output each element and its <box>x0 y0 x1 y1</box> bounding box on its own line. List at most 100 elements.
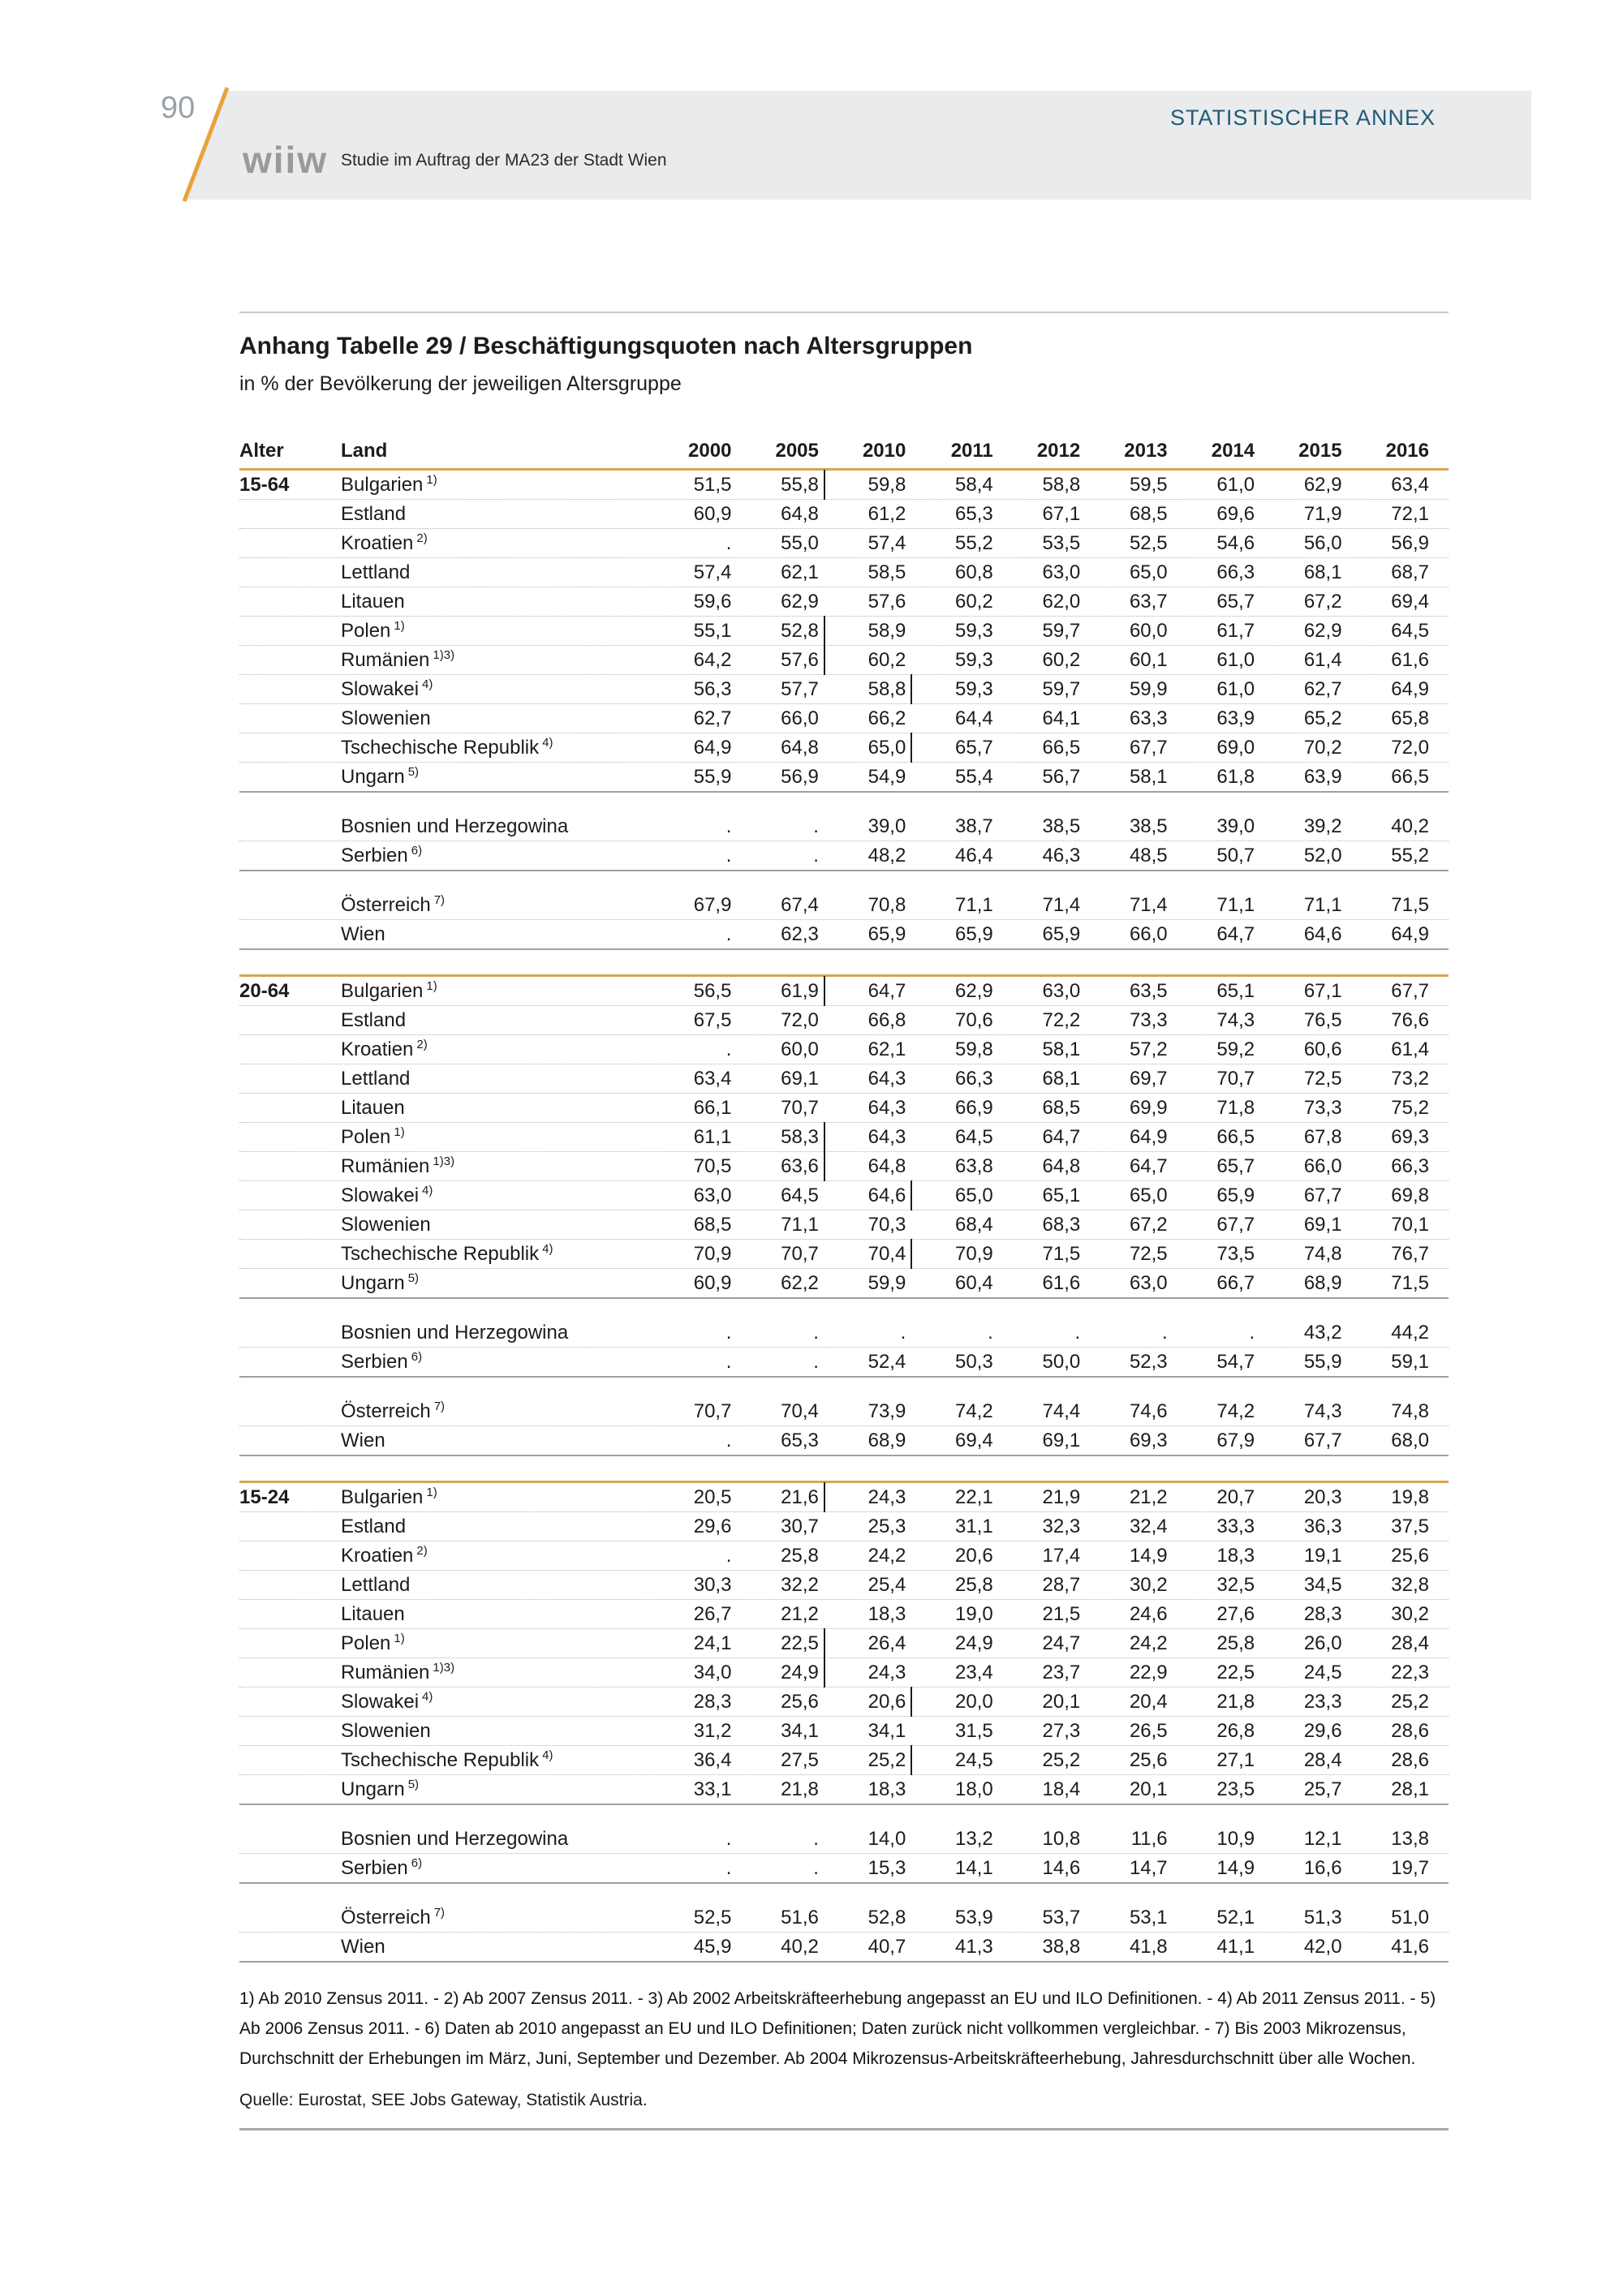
value-cell: 71,4 <box>1042 893 1081 916</box>
value-cell: 69,1 <box>1042 1429 1081 1451</box>
country-name-text: Bosnien und Herzegowina <box>341 1321 569 1344</box>
value-cell: 73,3 <box>1129 1008 1168 1031</box>
value-cell: 62,0 <box>1042 590 1081 613</box>
value-cell: 64,1 <box>1042 707 1081 729</box>
footnote-marker: 5) <box>407 1271 420 1285</box>
value-cell: . <box>813 1827 819 1850</box>
value-cell: 71,1 <box>781 1213 819 1236</box>
country-name-text: Tschechische Republik <box>341 1242 540 1265</box>
value-cell: 74,4 <box>1042 1400 1081 1422</box>
value-cell: 65,0 <box>1129 561 1168 583</box>
value-cell: 72,1 <box>1391 502 1429 525</box>
country-name: Slowenien <box>341 1214 664 1236</box>
value-cell: 64,3 <box>867 1096 906 1119</box>
country-name: Lettland <box>341 1574 664 1597</box>
source-line: Quelle: Eurostat, SEE Jobs Gateway, Stat… <box>239 2091 648 2109</box>
table-row: Ungarn 5) 60,9 62,2 59,9 60,4 61,6 63,0 66,7 68,9… <box>239 1269 1449 1297</box>
country-name: Slowenien <box>341 707 664 730</box>
value-cell: 26,7 <box>693 1602 732 1625</box>
country-group: Österreich 7) 70,7 70,4 73,9 74,2 74,4 74,6 74,2… <box>239 1397 1449 1456</box>
footnote-marker: 4) <box>422 1183 433 1197</box>
value-cell: 25,8 <box>1216 1632 1255 1654</box>
table-row: Slowakei 4) 63,0 64,5 64,6 65,0 65,1 65,0 65,9 67… <box>239 1180 1449 1210</box>
country-name: Polen 1) <box>341 1632 664 1655</box>
country-name: Slowenien <box>341 1720 664 1743</box>
country-name: Bulgarien 1) <box>341 978 664 1003</box>
value-cell: 20,7 <box>1216 1486 1255 1508</box>
country-name: Wien <box>341 923 664 946</box>
col-header-year: 2010 <box>862 440 906 462</box>
value-cell: 71,8 <box>1216 1096 1255 1119</box>
footnote-marker: 1) <box>426 978 437 993</box>
page-number: 90 <box>161 91 196 125</box>
value-cell: 40,7 <box>867 1935 906 1958</box>
value-cell: 59,3 <box>955 648 993 671</box>
value-cell: 58,1 <box>1042 1038 1081 1060</box>
value-cell: 51,0 <box>1391 1906 1429 1928</box>
series-break-mark <box>823 1122 825 1152</box>
content-area: Anhang Tabelle 29 / Beschäftigungsquoten… <box>239 312 1449 2130</box>
value-cell: 69,4 <box>1391 590 1429 613</box>
value-cell: 42,0 <box>1303 1935 1342 1958</box>
value-cell: 69,1 <box>781 1067 819 1090</box>
country-name: Lettland <box>341 1068 664 1090</box>
value-cell: 40,2 <box>781 1935 819 1958</box>
country-name: Slowakei 4) <box>341 677 664 701</box>
value-cell: 61,7 <box>1216 619 1255 642</box>
value-cell: 33,1 <box>693 1778 732 1800</box>
value-cell: 27,6 <box>1216 1602 1255 1625</box>
value-cell: 66,3 <box>1216 561 1255 583</box>
value-cell: 62,9 <box>1303 473 1342 496</box>
value-cell: 65,0 <box>838 733 925 763</box>
value-cell: 30,7 <box>781 1515 819 1537</box>
value-cell: 60,9 <box>693 1271 732 1294</box>
table-row: Lettland 57,4 62,1 58,5 60,8 63,0 65,0 66,3 68,1… <box>239 558 1449 587</box>
value-cell: 70,3 <box>867 1213 906 1236</box>
value-cell: 71,5 <box>1391 1271 1429 1294</box>
value-cell: 65,3 <box>955 502 993 525</box>
value-cell: 25,6 <box>1391 1544 1429 1567</box>
value-cell: 20,4 <box>1129 1690 1168 1713</box>
series-break-mark <box>823 645 825 675</box>
value-cell: 55,4 <box>955 765 993 788</box>
value-cell: 28,4 <box>1391 1632 1429 1654</box>
country-name-text: Litauen <box>341 590 405 613</box>
country-name-text: Slowakei <box>341 1690 420 1713</box>
value-cell: 19,0 <box>955 1602 993 1625</box>
value-cell: . <box>813 815 819 837</box>
value-cell: 36,4 <box>693 1748 732 1771</box>
value-cell: 24,5 <box>1303 1661 1342 1683</box>
country-name-text: Serbien <box>341 844 408 866</box>
value-cell: 32,5 <box>1216 1573 1255 1596</box>
value-cell: 55,9 <box>1303 1350 1342 1373</box>
value-cell: 71,1 <box>1303 893 1342 916</box>
table-row: Österreich 7) 67,9 67,4 70,8 71,1 71,4 71,4 71,1… <box>239 891 1449 920</box>
table-row: Bosnien und Herzegowina.. 14,0 13,2 10,8 11,… <box>239 1825 1449 1854</box>
value-cell: 64,7 <box>1042 1125 1081 1148</box>
value-cell: 25,2 <box>838 1745 925 1775</box>
value-cell: 73,9 <box>867 1400 906 1422</box>
country-name-text: Slowakei <box>341 677 420 700</box>
country-group: Bosnien und Herzegowina.. 14,0 13,2 10,8 11,… <box>239 1825 1449 1884</box>
col-header-year: 2012 <box>1036 440 1081 462</box>
value-cell: 68,1 <box>1303 561 1342 583</box>
value-cell: 68,5 <box>1129 502 1168 525</box>
country-name: Tschechische Republik 4) <box>341 1748 664 1772</box>
value-cell: 38,7 <box>955 815 993 837</box>
value-cell: 41,3 <box>955 1935 993 1958</box>
value-cell: 33,3 <box>1216 1515 1255 1537</box>
value-cell: 55,9 <box>693 765 732 788</box>
table-row: Litauen 26,7 21,2 18,3 19,0 21,5 24,6 27,6 28,3 3… <box>239 1600 1449 1629</box>
table-row: Wien. 65,3 68,9 69,4 69,1 69,3 67,9 67,7 68,0 <box>239 1426 1449 1455</box>
value-cell: 50,3 <box>955 1350 993 1373</box>
value-cell: 59,9 <box>867 1271 906 1294</box>
value-cell: 64,3 <box>867 1125 906 1148</box>
value-cell: 14,7 <box>1129 1856 1168 1879</box>
value-cell: 55,8 <box>751 470 837 500</box>
value-cell: 63,0 <box>1042 979 1081 1002</box>
country-name-text: Kroatien <box>341 1544 414 1567</box>
country-name: Lettland <box>341 561 664 584</box>
country-name-text: Tschechische Republik <box>341 1748 540 1771</box>
value-cell: 65,9 <box>867 922 906 945</box>
value-cell: 69,9 <box>1129 1096 1168 1119</box>
